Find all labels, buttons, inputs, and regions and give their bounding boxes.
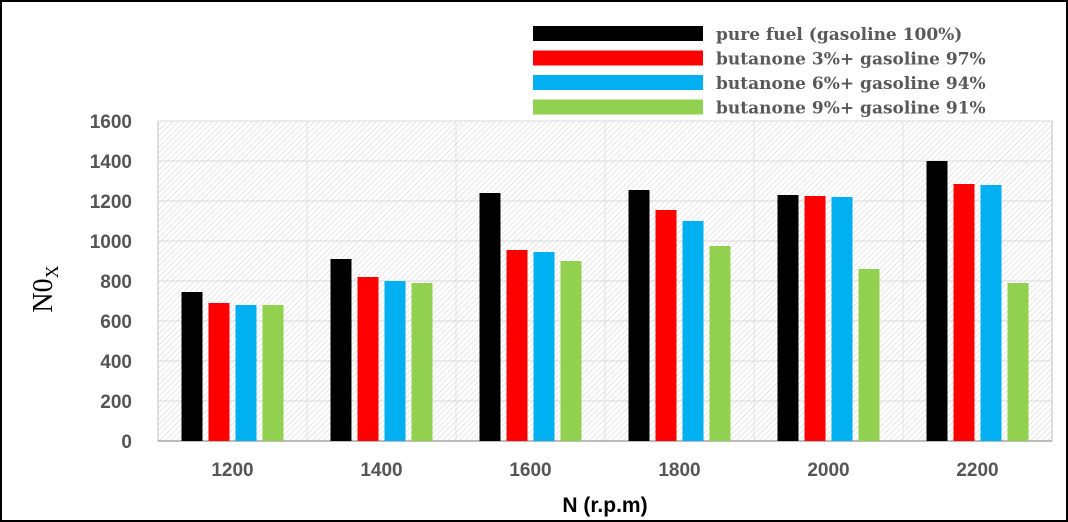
bar <box>804 196 826 441</box>
y-tick-label: 400 <box>100 352 132 373</box>
bar <box>533 252 555 441</box>
bar <box>181 292 203 441</box>
bar <box>330 259 352 441</box>
bar <box>858 269 880 441</box>
bar <box>235 305 257 441</box>
y-tick-label: 1000 <box>90 232 132 253</box>
legend-swatch <box>533 26 703 41</box>
bar <box>777 195 799 441</box>
y-tick-label: 1200 <box>90 192 132 213</box>
x-axis-ticks: 1200 1400 1600 1800 2000 2200 <box>211 460 998 481</box>
x-tick-label: 1800 <box>658 460 700 481</box>
bar <box>384 281 406 441</box>
bar <box>628 190 650 441</box>
bars <box>181 161 1029 441</box>
bar <box>560 261 582 441</box>
x-tick-label: 1400 <box>360 460 402 481</box>
bar <box>831 197 853 441</box>
bar <box>262 305 284 441</box>
legend: pure fuel (gasoline 100%) butanone 3%+ ga… <box>533 25 986 119</box>
bar <box>1007 283 1029 441</box>
x-tick-label: 2000 <box>807 460 849 481</box>
bar <box>980 185 1002 441</box>
x-axis-label: N (r.p.m) <box>562 494 647 517</box>
y-tick-label: 0 <box>121 432 132 453</box>
bar <box>953 184 975 441</box>
bar <box>506 250 528 441</box>
bar <box>655 210 677 441</box>
bar <box>411 283 433 441</box>
bar <box>682 221 704 441</box>
legend-entry: butanone 3%+ gasoline 97% <box>716 50 986 70</box>
x-tick-label: 1600 <box>509 460 551 481</box>
gridlines <box>158 120 1052 442</box>
y-axis-label: N0X <box>28 265 62 312</box>
y-axis-ticks: 0 200 400 600 800 1000 1200 1400 1600 <box>90 112 132 453</box>
legend-entry: butanone 6%+ gasoline 94% <box>716 74 986 94</box>
legend-swatch <box>533 99 703 115</box>
y-tick-label: 600 <box>100 312 132 333</box>
bar <box>926 161 948 441</box>
x-tick-label: 1200 <box>211 460 253 481</box>
y-tick-label: 200 <box>100 392 132 413</box>
bar <box>709 246 731 441</box>
x-tick-label: 2200 <box>956 460 998 481</box>
bar <box>357 277 379 441</box>
legend-entry: butanone 9%+ gasoline 91% <box>716 99 986 119</box>
legend-swatch <box>533 75 703 90</box>
y-tick-label: 1600 <box>90 112 132 133</box>
y-axis-label-subscript: X <box>42 265 62 278</box>
y-tick-label: 1400 <box>90 152 132 173</box>
bar <box>479 193 501 441</box>
legend-swatch <box>533 50 703 66</box>
y-axis-label-main: N0 <box>28 278 59 312</box>
bar <box>208 303 230 441</box>
legend-entry: pure fuel (gasoline 100%) <box>716 25 962 45</box>
y-tick-label: 800 <box>100 272 132 293</box>
